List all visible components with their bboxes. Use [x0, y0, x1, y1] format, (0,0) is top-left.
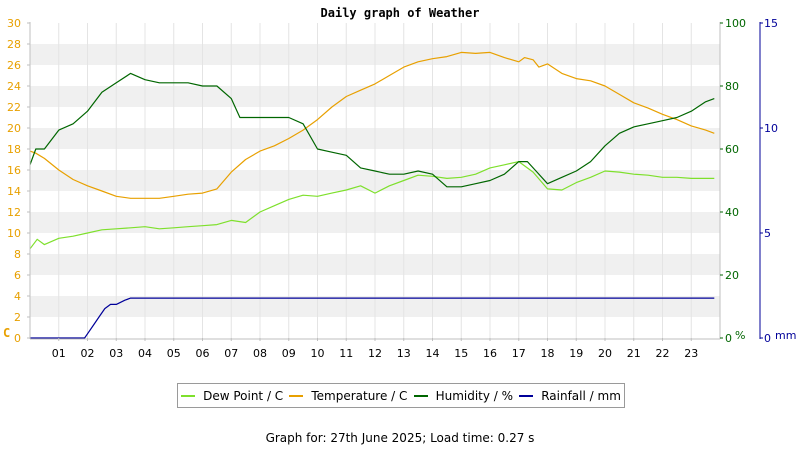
- x-tick-label: 19: [569, 347, 583, 360]
- x-tick-label: 21: [627, 347, 641, 360]
- series-line-rainfall: [30, 297, 715, 339]
- humidity-axis-unit: %: [735, 329, 745, 342]
- x-tick-label: 14: [426, 347, 440, 360]
- x-tick-label: 10: [311, 347, 325, 360]
- left-tick-label: 12: [7, 206, 21, 219]
- legend-item-rainfall: Rainfall / mm: [519, 389, 621, 403]
- humidity-tick-label: 60: [725, 143, 739, 156]
- legend-item-temperature: Temperature / C: [289, 389, 407, 403]
- x-tick-label: 22: [656, 347, 670, 360]
- left-tick-label: 26: [7, 59, 21, 72]
- x-tick-label: 12: [368, 347, 382, 360]
- footer-text: Graph for: 27th June 2025; Load time: 0.…: [265, 431, 535, 445]
- rainfall-axis-ticks: 0 5 10 15: [760, 17, 778, 345]
- humidity-tick-label: 100: [725, 17, 746, 30]
- legend-swatch-temperature: [289, 394, 304, 397]
- humidity-tick-label: 20: [725, 269, 739, 282]
- legend-label-temperature: Temperature / C: [311, 388, 408, 403]
- left-tick-label: 20: [7, 122, 21, 135]
- rainfall-tick-label: 0: [764, 332, 771, 345]
- x-tick-label: 11: [339, 347, 353, 360]
- legend-item-humidity: Humidity / %: [413, 388, 514, 403]
- series-line-temperature: [29, 51, 715, 199]
- left-axis-unit: C: [3, 326, 10, 340]
- left-tick-label: 18: [7, 143, 21, 156]
- x-tick-label: 07: [224, 347, 238, 360]
- legend-swatch-rainfall: [519, 394, 534, 397]
- x-tick-label: 05: [167, 347, 181, 360]
- x-tick-label: 23: [684, 347, 698, 360]
- humidity-tick-label: 40: [725, 206, 739, 219]
- x-tick-label: 18: [541, 347, 555, 360]
- legend-label-dew-point: Dew Point / C: [203, 388, 284, 403]
- plot-lines: [29, 51, 715, 339]
- grid-bands: [30, 23, 720, 338]
- rainfall-tick-label: 15: [764, 17, 778, 30]
- left-tick-label: 10: [7, 227, 21, 240]
- x-tick-label: 01: [52, 347, 66, 360]
- x-tick-label: 13: [397, 347, 411, 360]
- left-tick-label: 30: [7, 17, 21, 30]
- x-tick-label: 16: [483, 347, 497, 360]
- legend-item-dew-point: Dew Point / C: [181, 389, 283, 403]
- rainfall-tick-label: 5: [764, 227, 771, 240]
- x-tick-label: 02: [81, 347, 95, 360]
- left-tick-label: 14: [7, 185, 21, 198]
- x-tick-label: 04: [138, 347, 152, 360]
- series-line-humidity: [29, 72, 715, 188]
- x-tick-label: 09: [282, 347, 296, 360]
- series-line-dew: [29, 161, 715, 250]
- x-tick-label: 06: [196, 347, 210, 360]
- x-tick-label: 15: [454, 347, 468, 360]
- chart-title: Daily graph of Weather: [321, 6, 480, 20]
- left-tick-label: 16: [7, 164, 21, 177]
- rainfall-tick-label: 10: [764, 122, 778, 135]
- x-axis-ticks: 01 02 03 04 05 06 07 08 09 10 11 12 13 14 15 16 17 18 19 20…: [52, 338, 698, 360]
- humidity-axis-ticks: 0 20 40 60 80 100: [720, 17, 746, 345]
- x-tick-label: 20: [598, 347, 612, 360]
- left-tick-label: 6: [14, 269, 21, 282]
- legend: Dew Point / C Temperature / C Humidity /…: [177, 383, 625, 408]
- legend-label-humidity: Humidity / %: [435, 388, 514, 403]
- legend-label-rainfall: Rainfall / mm: [541, 388, 621, 403]
- left-tick-label: 8: [14, 248, 21, 261]
- humidity-tick-label: 80: [725, 80, 739, 93]
- x-tick-label: 17: [512, 347, 526, 360]
- x-tick-label: 08: [253, 347, 267, 360]
- left-tick-label: 4: [14, 290, 21, 303]
- left-tick-label: 0: [14, 332, 21, 345]
- x-tick-label: 03: [109, 347, 123, 360]
- legend-swatch-dew-point: [181, 394, 196, 397]
- left-tick-label: 24: [7, 80, 21, 93]
- left-tick-label: 28: [7, 38, 21, 51]
- humidity-tick-label: 0: [725, 332, 732, 345]
- left-tick-label: 22: [7, 101, 21, 114]
- left-tick-label: 2: [14, 311, 21, 324]
- rainfall-axis-unit: mm: [775, 329, 796, 342]
- legend-swatch-humidity: [413, 394, 428, 397]
